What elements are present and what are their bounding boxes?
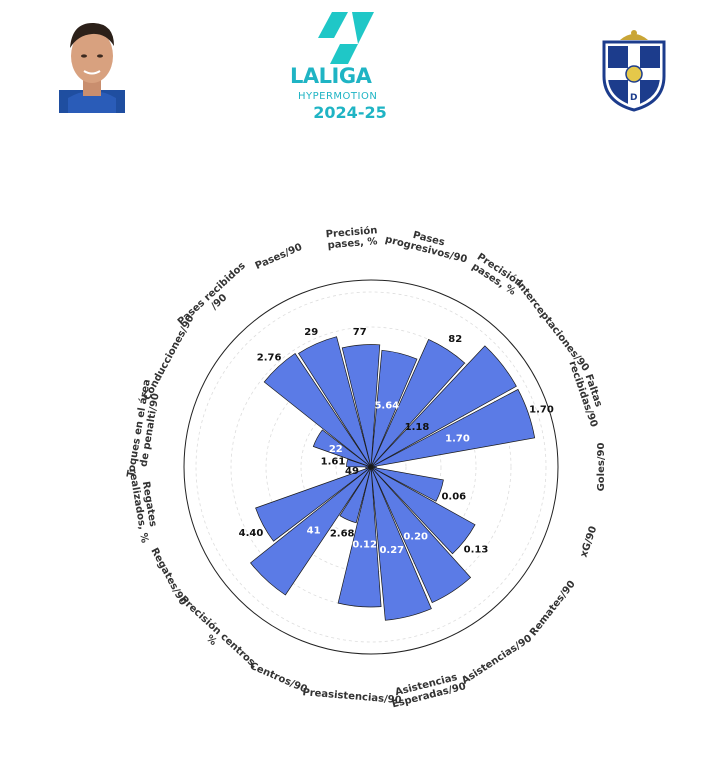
polar-bar [341, 344, 381, 468]
value-label-inner: 41 [307, 525, 321, 536]
category-label: Interceptaciones/90 [513, 278, 591, 373]
polar-bar [370, 338, 466, 468]
svg-text:D: D [630, 93, 637, 103]
laliga-logo-icon [318, 12, 374, 64]
value-label-inner: 5.64 [374, 401, 399, 412]
value-label-outer: 77 [353, 327, 367, 338]
category-label: Preasistencias/90 [302, 687, 402, 706]
category-label-line: Asistencias/90 [460, 633, 534, 687]
polar-bar [298, 336, 372, 468]
category-label-line: Precisión centros, [178, 593, 261, 670]
polar-bar [370, 349, 418, 468]
player-portrait-icon [59, 22, 125, 113]
value-label-outer: 82 [448, 334, 462, 345]
grid-ring [195, 291, 547, 643]
category-label: Regates/90 [148, 546, 188, 607]
category-label: xG/90 [579, 525, 600, 559]
svg-text:C: C [616, 71, 623, 81]
polar-bar [370, 466, 432, 621]
polar-bars [250, 336, 536, 621]
value-label-inner: 0.20 [403, 532, 428, 543]
value-label-inner: 0.27 [379, 545, 404, 556]
category-label: Centros/90 [248, 661, 309, 696]
value-label-outer: 1.61 [321, 457, 346, 468]
category-label: Conducciones/90 [142, 313, 197, 402]
value-label-inner: 1.70 [445, 433, 470, 444]
value-label-extra: 1.18 [405, 422, 430, 433]
category-label-line: Conducciones/90 [142, 313, 197, 402]
category-label-line: Interceptaciones/90 [513, 278, 591, 373]
category-label-line: Pases recibidos [176, 260, 248, 327]
category-label: Goles/90 [596, 443, 607, 492]
polar-bar [263, 353, 372, 468]
value-labels: 0.06 0.13 0.20 0.270.122.68 41 4.40 491.61 22 2.… [239, 327, 554, 556]
category-label-line: Remates/90 [528, 579, 578, 638]
category-label: Pases/90 [254, 242, 304, 272]
value-label-outer: 4.40 [239, 528, 264, 539]
category-label-line: xG/90 [579, 525, 600, 559]
polar-bar [337, 466, 382, 608]
value-label-inner: 0.12 [352, 540, 377, 551]
value-label-outer: 49 [345, 466, 359, 477]
value-label-outer: 0.13 [464, 545, 489, 556]
value-label-outer: 1.70 [529, 405, 554, 416]
polar-bar [370, 388, 536, 468]
outer-ring [183, 279, 559, 655]
svg-text:T: T [647, 71, 654, 81]
polar-bar [312, 429, 372, 468]
value-label-outer: 2.68 [330, 529, 355, 540]
polar-bar [250, 466, 372, 596]
polar-bar [370, 466, 472, 604]
value-label-inner: 22 [329, 444, 343, 455]
value-label-outer: 29 [304, 327, 318, 338]
cd-tenerife-crest-icon: C T D [602, 30, 666, 112]
polar-bar [370, 345, 517, 468]
polar-bar [255, 466, 372, 542]
category-label-line: Goles/90 [596, 443, 607, 492]
league-name: LALIGA [290, 64, 372, 88]
league-subtitle: HYPERMOTION [298, 91, 378, 102]
season-label: 2024-25 [313, 103, 387, 122]
polar-bar [339, 466, 372, 524]
grid-ring [230, 326, 512, 608]
polar-bar [370, 466, 444, 502]
category-label-line: Pases/90 [254, 242, 304, 272]
category-label: Asistencias/90 [460, 633, 534, 687]
category-label-line: pases, % [327, 236, 378, 251]
category-label-line: Precisión [325, 224, 378, 240]
polar-bar [370, 466, 476, 555]
category-label-line: Preasistencias/90 [302, 687, 402, 706]
category-label: Remates/90 [528, 579, 578, 638]
category-label-line: Regates/90 [148, 546, 188, 607]
value-label-outer: 0.06 [441, 491, 466, 502]
value-label-outer: 2.76 [257, 352, 282, 363]
category-label-line: Centros/90 [248, 661, 309, 696]
